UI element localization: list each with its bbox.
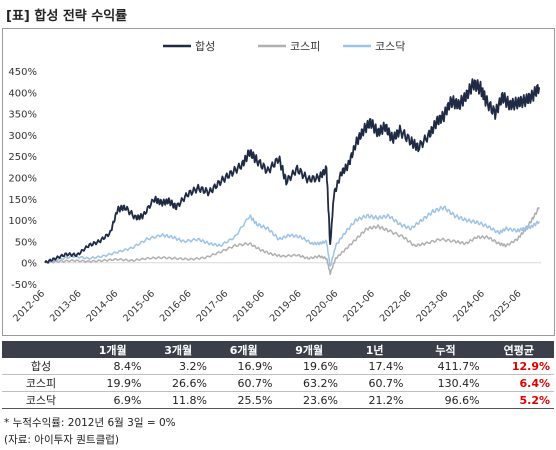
chart-area: 450% 400% 350% 300% 250% 200% 150% 100% 50% 0% -50… [2,28,555,336]
y-tick-label: 450% [8,67,37,78]
table-cell: 3.2% [145,358,211,375]
table-cell: 411.7% [407,358,484,375]
legend-label: 합성 [195,40,215,53]
y-tick-label: 150% [8,195,37,206]
x-tick-label: 2020-06 [305,288,341,324]
x-tick-label: 2017-06 [195,288,231,324]
cagr-cell: 12.9% [483,358,554,375]
table-header-cell: 1년 [341,341,408,358]
table-cell: 60.7% [210,374,277,392]
x-tick-label: 2015-06 [121,288,157,324]
line-chart: 450% 400% 350% 300% 250% 200% 150% 100% 50% 0% -50… [8,40,541,324]
legend-label: 코스닥 [375,40,405,53]
x-tick-label: 2019-06 [268,288,304,324]
x-tick-label: 2024-06 [451,288,487,324]
chart-title: [표] 합성 전략 수익률 [6,9,128,24]
table-cell: 11.8% [145,391,211,409]
row-label: 합성 [2,358,80,375]
x-tick-label: 2021-06 [341,288,377,324]
table-header-cell: 1개월 [80,341,146,358]
series-line-kosdaq [44,205,540,267]
table-cell: 8.4% [80,358,146,375]
y-tick-label: 250% [8,152,37,163]
row-label: 코스피 [2,374,80,392]
y-tick-label: 0% [21,259,37,270]
y-tick-label: 350% [8,110,37,121]
source-note: (자료: 아이투자 퀀트클럽) [4,434,120,446]
x-tick-label: 2014-06 [85,288,121,324]
series-line-kospi [44,206,540,276]
table-cell: 23.6% [276,391,342,409]
table-header-cell: 연평균 [483,341,554,358]
x-tick-label: 2016-06 [158,288,194,324]
x-tick-label: 2013-06 [48,288,84,324]
table-row: 코스닥 6.9% 11.8% 25.5% 23.6% 21.2% 96.6% 5… [2,391,554,409]
table-row: 코스피 19.9% 26.6% 60.7% 63.2% 60.7% 130.4%… [2,374,554,392]
table-cell: 19.9% [80,374,146,392]
table-header-cell: 3개월 [145,341,211,358]
table-cell: 96.6% [407,391,484,409]
y-tick-label: 100% [8,216,37,227]
table-header-cell: 9개월 [276,341,342,358]
table-header-row: 1개월 3개월 6개월 9개월 1년 누적 연평균 [2,341,554,358]
table-cell: 63.2% [276,374,342,392]
footnote: * 누적수익률: 2012년 6월 3일 = 0% [4,417,176,429]
y-tick-label: 400% [8,88,37,99]
table-cell: 60.7% [341,374,408,392]
returns-table: 1개월 3개월 6개월 9개월 1년 누적 연평균 합성 8.4% 3.2% 1… [2,341,554,409]
table-cell: 26.6% [145,374,211,392]
x-tick-label: 2023-06 [415,288,451,324]
row-label: 코스닥 [2,391,80,409]
legend-label: 코스피 [290,40,320,53]
y-tick-label: 200% [8,174,37,185]
y-tick-label: 300% [8,131,37,142]
x-tick-label: 2012-06 [11,288,47,324]
table-cell: 21.2% [341,391,408,409]
table-cell: 17.4% [341,358,408,375]
series-line-hapseong [44,78,541,264]
x-tick-label: 2025-06 [488,288,524,324]
x-tick-label: 2018-06 [231,288,267,324]
table-header-cell: 누적 [407,341,484,358]
table-cell: 6.9% [80,391,146,409]
table-header-cell: 6개월 [210,341,277,358]
table-cell: 130.4% [407,374,484,392]
cagr-cell: 6.4% [483,374,554,392]
cagr-cell: 5.2% [483,391,554,409]
table-cell: 19.6% [276,358,342,375]
y-tick-label: -50% [11,280,37,291]
x-tick-label: 2022-06 [378,288,414,324]
table-row: 합성 8.4% 3.2% 16.9% 19.6% 17.4% 411.7% 12… [2,358,554,375]
table-header-cell [2,341,80,358]
table-cell: 16.9% [210,358,277,375]
y-tick-label: 50% [15,237,37,248]
table-cell: 25.5% [210,391,277,409]
